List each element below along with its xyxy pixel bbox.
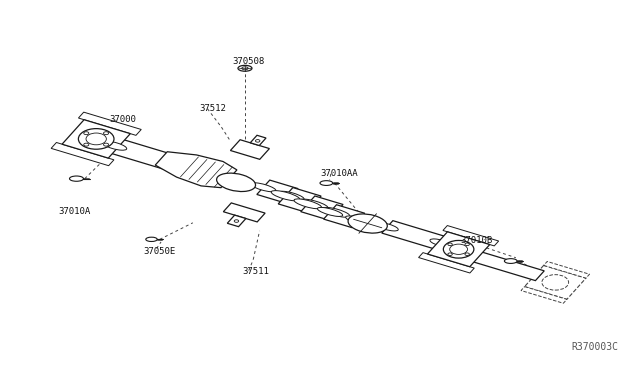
Polygon shape [301,196,343,220]
Polygon shape [443,225,499,246]
Ellipse shape [450,244,467,254]
Ellipse shape [78,129,114,149]
Ellipse shape [444,240,474,258]
Ellipse shape [346,216,371,225]
Ellipse shape [504,259,517,263]
Polygon shape [227,215,246,227]
Ellipse shape [234,220,239,222]
Polygon shape [62,120,131,158]
Ellipse shape [86,133,106,145]
Text: 37010B: 37010B [460,236,492,245]
Polygon shape [79,112,141,135]
Ellipse shape [465,253,469,256]
Polygon shape [521,286,567,303]
Polygon shape [250,135,266,145]
Text: 370508: 370508 [232,57,264,66]
Ellipse shape [279,191,304,200]
Ellipse shape [102,141,127,150]
Ellipse shape [238,65,252,71]
Text: 37511: 37511 [243,267,269,276]
Ellipse shape [300,199,328,209]
Ellipse shape [104,143,109,146]
Polygon shape [419,253,474,273]
Ellipse shape [320,181,333,186]
Ellipse shape [448,243,452,246]
Polygon shape [324,205,365,228]
Ellipse shape [84,132,89,135]
Ellipse shape [348,214,387,233]
Polygon shape [543,262,589,278]
Text: 37010AA: 37010AA [320,169,358,177]
Polygon shape [257,180,298,203]
Ellipse shape [448,253,452,256]
Ellipse shape [70,176,83,181]
Polygon shape [223,203,265,222]
Ellipse shape [146,237,157,241]
Polygon shape [230,140,269,159]
Polygon shape [108,139,186,172]
Ellipse shape [242,67,248,70]
Ellipse shape [465,243,469,246]
Text: 37000: 37000 [109,115,136,124]
Ellipse shape [542,275,568,290]
Ellipse shape [251,183,276,192]
Ellipse shape [376,223,398,231]
Text: 37512: 37512 [199,104,226,113]
Ellipse shape [294,199,321,209]
Ellipse shape [323,208,350,217]
Polygon shape [381,221,447,249]
Ellipse shape [84,143,89,146]
Polygon shape [525,265,586,299]
Polygon shape [156,152,237,187]
Ellipse shape [104,132,109,135]
Text: 37050E: 37050E [143,247,175,256]
Ellipse shape [168,161,191,170]
Ellipse shape [430,239,452,247]
Text: R370003C: R370003C [572,341,619,352]
Polygon shape [278,187,321,212]
Ellipse shape [271,190,300,201]
Ellipse shape [216,173,255,192]
Polygon shape [470,251,544,280]
Ellipse shape [317,208,342,217]
Ellipse shape [255,140,260,142]
Text: 37010A: 37010A [58,206,90,215]
Polygon shape [51,142,114,166]
Polygon shape [428,232,490,267]
